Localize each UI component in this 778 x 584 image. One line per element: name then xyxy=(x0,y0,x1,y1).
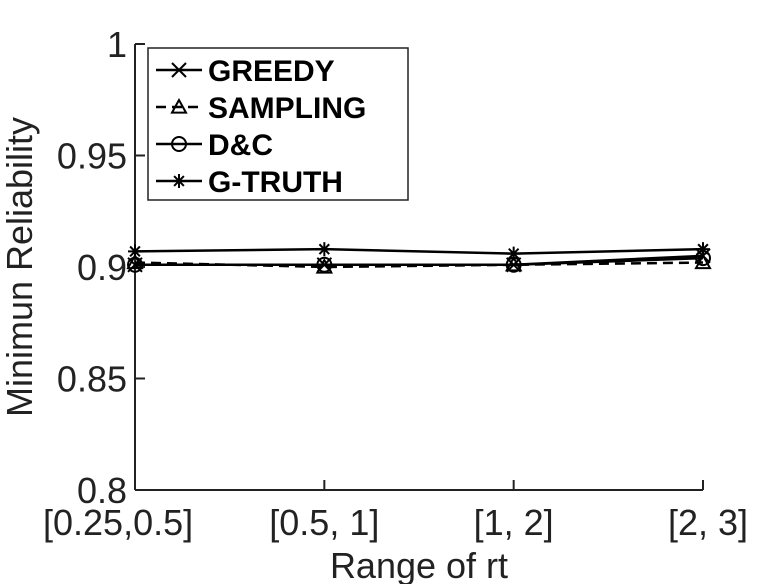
y-axis-title: Minimun Reliability xyxy=(0,117,40,417)
marker-stroke xyxy=(173,175,185,187)
marker-shape xyxy=(126,253,144,270)
series-line-d-c xyxy=(135,256,704,267)
marker-stroke xyxy=(508,248,520,260)
series-line-g-truth xyxy=(134,247,704,255)
marker-stroke xyxy=(129,245,141,257)
legend-marker-sampling xyxy=(170,97,188,114)
legend-marker-g-truth xyxy=(172,174,186,188)
marker-shape xyxy=(316,256,333,273)
x-tick-label: [0.25,0.5] xyxy=(43,502,193,543)
data-point-g-truth xyxy=(506,246,521,261)
legend-marker-greedy xyxy=(171,62,187,78)
marker-shape xyxy=(170,97,188,114)
y-tick-label: 0.8 xyxy=(77,470,127,511)
y-tick-label: 0.85 xyxy=(57,359,127,400)
series-layer xyxy=(126,242,712,274)
x-tick-label: [2, 3] xyxy=(668,502,748,543)
marker-stroke xyxy=(171,62,187,78)
y-tick-label: 0.9 xyxy=(77,247,127,288)
data-point-sampling xyxy=(126,253,144,270)
axis-ticks: 0.8 0.85 0.9 0.95 1 [0.25,0.5] [0.5, 1] [1, 2] [… xyxy=(43,24,748,543)
legend-label-d-c: D&C xyxy=(208,129,273,162)
data-point-g-truth xyxy=(696,242,710,257)
x-axis-title: Range of rt xyxy=(330,545,508,584)
legend-box xyxy=(147,47,409,201)
x-tick-label: [1, 2] xyxy=(474,502,554,543)
series-line-sampling xyxy=(134,261,704,269)
data-point-g-truth xyxy=(317,242,332,257)
marker-stroke xyxy=(318,243,330,255)
data-point-g-truth xyxy=(128,244,142,259)
data-point-d-c xyxy=(316,256,333,273)
marker-shape xyxy=(694,253,712,270)
y-tick-label: 0.95 xyxy=(57,136,127,177)
legend: GREEDY SAMPLING D&C G-TRUTH xyxy=(147,47,409,201)
marker-stroke xyxy=(697,243,709,255)
data-point-sampling xyxy=(694,253,712,270)
y-tick-label: 1 xyxy=(107,24,127,65)
x-tick-label: [0.5, 1] xyxy=(269,502,379,543)
legend-label-sampling: SAMPLING xyxy=(208,92,366,125)
legend-marker-d-c xyxy=(171,136,187,152)
legend-label-greedy: GREEDY xyxy=(208,55,335,88)
marker-shape xyxy=(171,136,187,152)
legend-label-g-truth: G-TRUTH xyxy=(208,166,343,199)
